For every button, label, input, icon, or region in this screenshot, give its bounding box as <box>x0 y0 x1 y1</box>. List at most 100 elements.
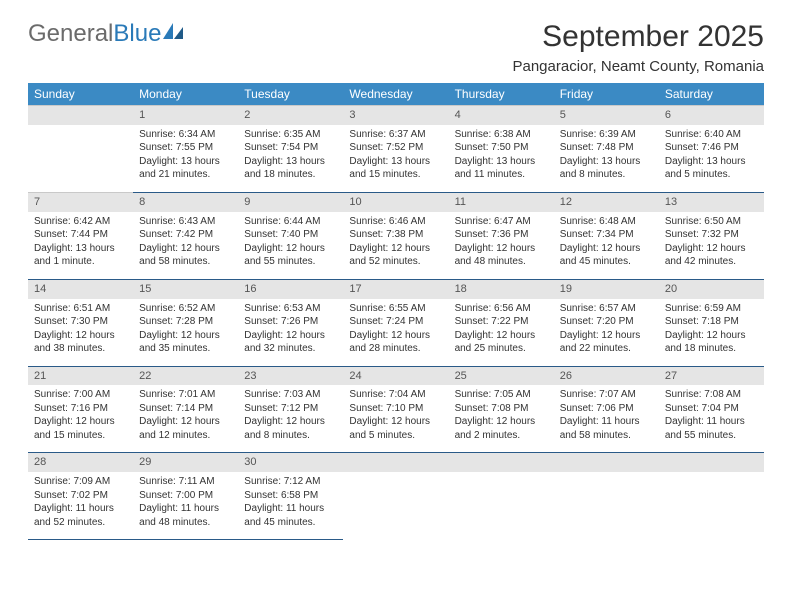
content-row: Sunrise: 6:51 AMSunset: 7:30 PMDaylight:… <box>28 299 764 367</box>
day-number: 5 <box>554 106 659 125</box>
day-cell <box>659 472 764 540</box>
day-number: 21 <box>28 366 133 385</box>
day-number <box>659 453 764 472</box>
day-info-line: Sunrise: 7:09 AM <box>34 475 127 489</box>
day-cell: Sunrise: 7:12 AMSunset: 6:58 PMDaylight:… <box>238 472 343 540</box>
daynum-row: 282930 <box>28 453 764 472</box>
day-info-line: Daylight: 12 hours <box>139 329 232 343</box>
day-info-line: Daylight: 13 hours <box>139 155 232 169</box>
day-cell: Sunrise: 7:07 AMSunset: 7:06 PMDaylight:… <box>554 385 659 453</box>
day-info-line: Sunrise: 6:51 AM <box>34 302 127 316</box>
day-cell: Sunrise: 6:46 AMSunset: 7:38 PMDaylight:… <box>343 212 448 280</box>
daynum-row: 21222324252627 <box>28 366 764 385</box>
day-cell: Sunrise: 7:01 AMSunset: 7:14 PMDaylight:… <box>133 385 238 453</box>
day-header: Saturday <box>659 83 764 106</box>
day-cell: Sunrise: 6:57 AMSunset: 7:20 PMDaylight:… <box>554 299 659 367</box>
day-info-line: Sunset: 7:52 PM <box>349 141 442 155</box>
day-info-line: Sunrise: 6:55 AM <box>349 302 442 316</box>
day-number: 28 <box>28 453 133 472</box>
day-cell: Sunrise: 7:08 AMSunset: 7:04 PMDaylight:… <box>659 385 764 453</box>
day-cell: Sunrise: 6:42 AMSunset: 7:44 PMDaylight:… <box>28 212 133 280</box>
day-info-line: Daylight: 13 hours <box>349 155 442 169</box>
day-info-line: Sunrise: 7:12 AM <box>244 475 337 489</box>
day-cell: Sunrise: 7:00 AMSunset: 7:16 PMDaylight:… <box>28 385 133 453</box>
header: GeneralBlue September 2025 Pangaracior, … <box>28 20 764 75</box>
day-info-line: Sunset: 7:38 PM <box>349 228 442 242</box>
day-number: 26 <box>554 366 659 385</box>
day-info-line: and 58 minutes. <box>139 255 232 269</box>
day-info-line: Daylight: 13 hours <box>560 155 653 169</box>
day-number <box>343 453 448 472</box>
day-info-line: and 28 minutes. <box>349 342 442 356</box>
day-header: Tuesday <box>238 83 343 106</box>
day-info-line: Daylight: 12 hours <box>560 242 653 256</box>
day-cell: Sunrise: 7:04 AMSunset: 7:10 PMDaylight:… <box>343 385 448 453</box>
day-info-line: Sunset: 7:48 PM <box>560 141 653 155</box>
day-info-line: Daylight: 12 hours <box>34 329 127 343</box>
day-info-line: Sunset: 7:42 PM <box>139 228 232 242</box>
day-info-line: Sunrise: 6:56 AM <box>455 302 548 316</box>
day-cell: Sunrise: 6:50 AMSunset: 7:32 PMDaylight:… <box>659 212 764 280</box>
day-info-line: Daylight: 12 hours <box>244 415 337 429</box>
day-number: 13 <box>659 192 764 211</box>
day-info-line: Sunrise: 7:00 AM <box>34 388 127 402</box>
day-cell: Sunrise: 6:39 AMSunset: 7:48 PMDaylight:… <box>554 125 659 193</box>
day-cell: Sunrise: 6:43 AMSunset: 7:42 PMDaylight:… <box>133 212 238 280</box>
day-info-line: Sunrise: 6:59 AM <box>665 302 758 316</box>
day-info-line: Sunrise: 6:48 AM <box>560 215 653 229</box>
day-number: 20 <box>659 279 764 298</box>
logo: GeneralBlue <box>28 20 185 48</box>
day-header: Thursday <box>449 83 554 106</box>
calendar-head: SundayMondayTuesdayWednesdayThursdayFrid… <box>28 83 764 106</box>
day-info-line: and 48 minutes. <box>139 516 232 530</box>
day-info-line: Sunset: 7:28 PM <box>139 315 232 329</box>
day-cell: Sunrise: 6:47 AMSunset: 7:36 PMDaylight:… <box>449 212 554 280</box>
day-cell: Sunrise: 6:59 AMSunset: 7:18 PMDaylight:… <box>659 299 764 367</box>
day-info-line: Sunset: 7:12 PM <box>244 402 337 416</box>
day-info-line: Sunset: 7:34 PM <box>560 228 653 242</box>
day-cell: Sunrise: 6:52 AMSunset: 7:28 PMDaylight:… <box>133 299 238 367</box>
content-row: Sunrise: 7:00 AMSunset: 7:16 PMDaylight:… <box>28 385 764 453</box>
day-info-line: and 15 minutes. <box>34 429 127 443</box>
day-number: 12 <box>554 192 659 211</box>
day-info-line: and 12 minutes. <box>139 429 232 443</box>
day-info-line: Sunset: 7:20 PM <box>560 315 653 329</box>
content-row: Sunrise: 6:34 AMSunset: 7:55 PMDaylight:… <box>28 125 764 193</box>
day-info-line: and 45 minutes. <box>244 516 337 530</box>
day-info-line: Sunset: 7:30 PM <box>34 315 127 329</box>
day-number: 8 <box>133 192 238 211</box>
day-info-line: Sunrise: 6:50 AM <box>665 215 758 229</box>
day-cell <box>554 472 659 540</box>
day-info-line: Daylight: 12 hours <box>244 242 337 256</box>
day-header: Wednesday <box>343 83 448 106</box>
day-info-line: and 42 minutes. <box>665 255 758 269</box>
day-number: 1 <box>133 106 238 125</box>
day-info-line: Sunrise: 6:47 AM <box>455 215 548 229</box>
day-info-line: Daylight: 12 hours <box>455 242 548 256</box>
day-number <box>554 453 659 472</box>
day-info-line: and 5 minutes. <box>665 168 758 182</box>
day-number: 6 <box>659 106 764 125</box>
day-info-line: Daylight: 13 hours <box>244 155 337 169</box>
daynum-row: 78910111213 <box>28 192 764 211</box>
day-number: 14 <box>28 279 133 298</box>
day-number: 30 <box>238 453 343 472</box>
day-info-line: Daylight: 11 hours <box>244 502 337 516</box>
day-cell: Sunrise: 7:03 AMSunset: 7:12 PMDaylight:… <box>238 385 343 453</box>
day-number: 24 <box>343 366 448 385</box>
day-number: 23 <box>238 366 343 385</box>
logo-text-2: Blue <box>113 20 161 48</box>
day-info-line: Sunrise: 7:07 AM <box>560 388 653 402</box>
day-info-line: Sunset: 7:50 PM <box>455 141 548 155</box>
day-info-line: and 38 minutes. <box>34 342 127 356</box>
day-info-line: Sunrise: 7:01 AM <box>139 388 232 402</box>
day-info-line: Sunrise: 7:03 AM <box>244 388 337 402</box>
day-info-line: and 18 minutes. <box>244 168 337 182</box>
day-cell: Sunrise: 7:09 AMSunset: 7:02 PMDaylight:… <box>28 472 133 540</box>
day-info-line: Sunset: 7:06 PM <box>560 402 653 416</box>
day-number: 3 <box>343 106 448 125</box>
day-info-line: and 32 minutes. <box>244 342 337 356</box>
day-info-line: Daylight: 12 hours <box>34 415 127 429</box>
day-number: 17 <box>343 279 448 298</box>
day-cell: Sunrise: 7:11 AMSunset: 7:00 PMDaylight:… <box>133 472 238 540</box>
